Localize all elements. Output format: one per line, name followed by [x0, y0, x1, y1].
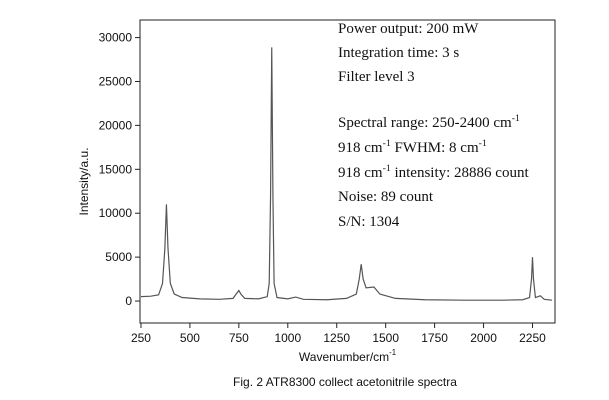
- text-part: S/N: 1304: [338, 214, 400, 230]
- spectrum-line: [140, 47, 553, 301]
- text-part: Wavenumber/cm: [299, 350, 389, 364]
- x-tick-label: 1750: [421, 331, 448, 345]
- y-tick-label: 5000: [105, 250, 132, 264]
- superscript: -1: [479, 138, 487, 149]
- superscript: -1: [383, 163, 391, 174]
- annotation: 918 cm-1 intensity: 28886 count: [338, 163, 529, 181]
- annotation: Noise: 89 count: [338, 189, 434, 205]
- x-tick-label: 750: [229, 331, 249, 345]
- y-tick-label: 20000: [99, 118, 133, 132]
- text-part: Filter level 3: [338, 69, 415, 85]
- x-tick-label: 1000: [274, 331, 301, 345]
- text-part: FWHM: 8 cm: [391, 140, 479, 156]
- x-tick-label: 1500: [372, 331, 399, 345]
- x-tick-label: 2250: [519, 331, 546, 345]
- x-tick-label: 1250: [323, 331, 350, 345]
- y-tick-label: 0: [125, 294, 132, 308]
- x-axis-label: Wavenumber/cm-1: [299, 348, 396, 364]
- annotation: Integration time: 3 s: [338, 45, 459, 61]
- annotation: Power output: 200 mW: [338, 21, 479, 37]
- y-tick-label: 15000: [99, 162, 133, 176]
- superscript: -1: [389, 348, 396, 357]
- text-part: 918 cm: [338, 165, 383, 181]
- text-part: Integration time: 3 s: [338, 45, 459, 61]
- annotation: S/N: 1304: [338, 214, 400, 230]
- superscript: -1: [383, 138, 391, 149]
- y-tick-label: 10000: [99, 206, 133, 220]
- superscript: -1: [512, 113, 520, 124]
- y-tick-label: 30000: [99, 31, 133, 45]
- text-part: 918 cm: [338, 140, 383, 156]
- text-part: Power output: 200 mW: [338, 21, 479, 37]
- text-part: Spectral range: 250-2400 cm: [338, 115, 512, 131]
- annotation: Spectral range: 250-2400 cm-1: [338, 113, 520, 131]
- x-tick-label: 2000: [470, 331, 497, 345]
- annotation: 918 cm-1 FWHM: 8 cm-1: [338, 138, 487, 156]
- x-tick-label: 500: [180, 331, 200, 345]
- y-axis-label: Intensity/a.u.: [77, 147, 91, 215]
- y-tick-label: 25000: [99, 74, 133, 88]
- plot-frame: [139, 19, 556, 324]
- text-part: Noise: 89 count: [338, 189, 434, 205]
- text-part: intensity: 28886 count: [391, 165, 530, 181]
- x-tick-label: 250: [131, 331, 151, 345]
- annotation: Filter level 3: [338, 69, 415, 85]
- caption: Fig. 2 ATR8300 collect acetonitrile spec…: [233, 375, 457, 389]
